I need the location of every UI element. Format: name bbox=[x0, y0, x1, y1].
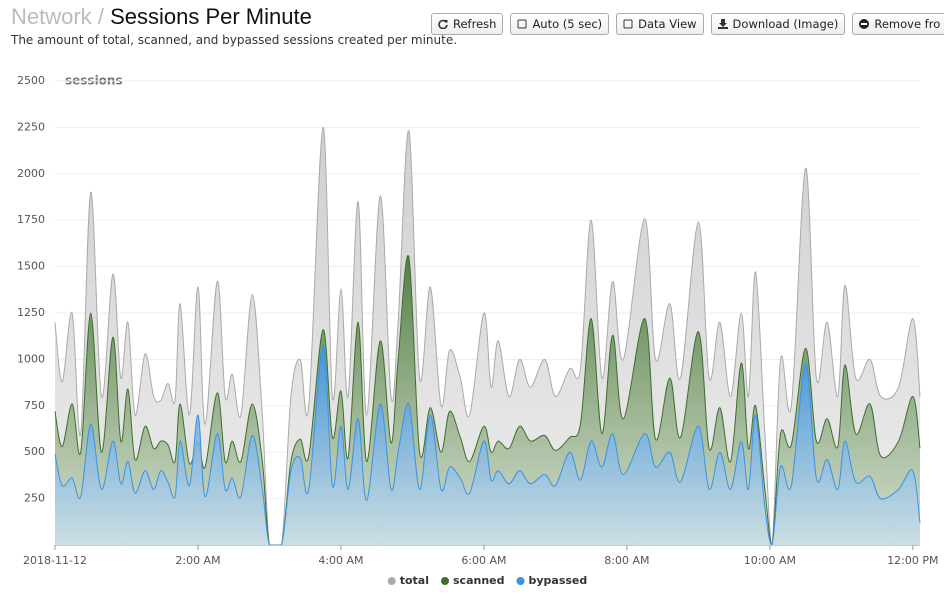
y-tick-label: 2000 bbox=[17, 167, 45, 180]
x-tick-label: 4:00 AM bbox=[318, 554, 363, 567]
button-label: Refresh bbox=[453, 17, 497, 31]
icon bbox=[438, 19, 448, 29]
x-tick-label: 6:00 AM bbox=[461, 554, 506, 567]
y-tick-label: 2250 bbox=[17, 120, 45, 133]
icon bbox=[859, 19, 870, 29]
y-tick-label: 1500 bbox=[17, 260, 45, 273]
header: Network / Sessions Per Minute bbox=[11, 4, 312, 30]
legend-marker bbox=[387, 577, 396, 585]
refresh-button[interactable]: Refresh bbox=[431, 13, 504, 35]
y-tick-label: 1250 bbox=[17, 306, 45, 319]
auto-button[interactable]: Auto (5 sec) bbox=[510, 13, 610, 35]
button-label: Auto (5 sec) bbox=[532, 17, 603, 31]
series-line bbox=[54, 126, 921, 546]
x-tick-label: 10:00 AM bbox=[744, 554, 796, 567]
breadcrumb[interactable]: Network bbox=[11, 4, 92, 29]
legend: total scanned bypassed bbox=[387, 574, 588, 587]
button-label: Data View bbox=[638, 17, 697, 31]
button-label: Download (Image) bbox=[732, 17, 839, 31]
separator: / bbox=[97, 4, 104, 29]
icon bbox=[517, 19, 527, 29]
series-line bbox=[54, 344, 921, 546]
legend-label: total bbox=[400, 574, 429, 587]
y-tick-label: 500 bbox=[24, 445, 45, 458]
y-tick-label: 1000 bbox=[17, 352, 45, 365]
toolbar: Refresh Auto (5 sec) Data View Download … bbox=[431, 13, 944, 35]
icon bbox=[717, 19, 728, 29]
series-line bbox=[54, 254, 921, 546]
x-tick-label: 12:00 PM bbox=[887, 554, 938, 567]
legend-label: bypassed bbox=[529, 574, 588, 587]
page-title: Sessions Per Minute bbox=[110, 4, 312, 29]
y-tick-label: 1750 bbox=[17, 213, 45, 226]
icon bbox=[623, 19, 633, 29]
legend-marker bbox=[441, 577, 449, 585]
y-tick-label: 250 bbox=[24, 492, 45, 505]
subtitle: The amount of total, scanned, and bypass… bbox=[11, 33, 458, 47]
y-tick-label: 750 bbox=[24, 399, 45, 412]
data-view-button[interactable]: Data View bbox=[616, 13, 704, 35]
y-tick-label: 2500 bbox=[17, 74, 45, 87]
download-button[interactable]: Download (Image) bbox=[710, 13, 846, 35]
x-tick-label: 2018-11-12 bbox=[23, 554, 87, 567]
x-tick-label: 8:00 AM bbox=[604, 554, 649, 567]
button-label: Remove fro bbox=[874, 17, 941, 31]
x-tick-label: 2:00 AM bbox=[175, 554, 220, 567]
legend-label: scanned bbox=[453, 574, 505, 587]
legend-marker bbox=[516, 577, 525, 585]
area-fill bbox=[55, 344, 920, 545]
remove-button[interactable]: Remove fro bbox=[852, 13, 944, 35]
